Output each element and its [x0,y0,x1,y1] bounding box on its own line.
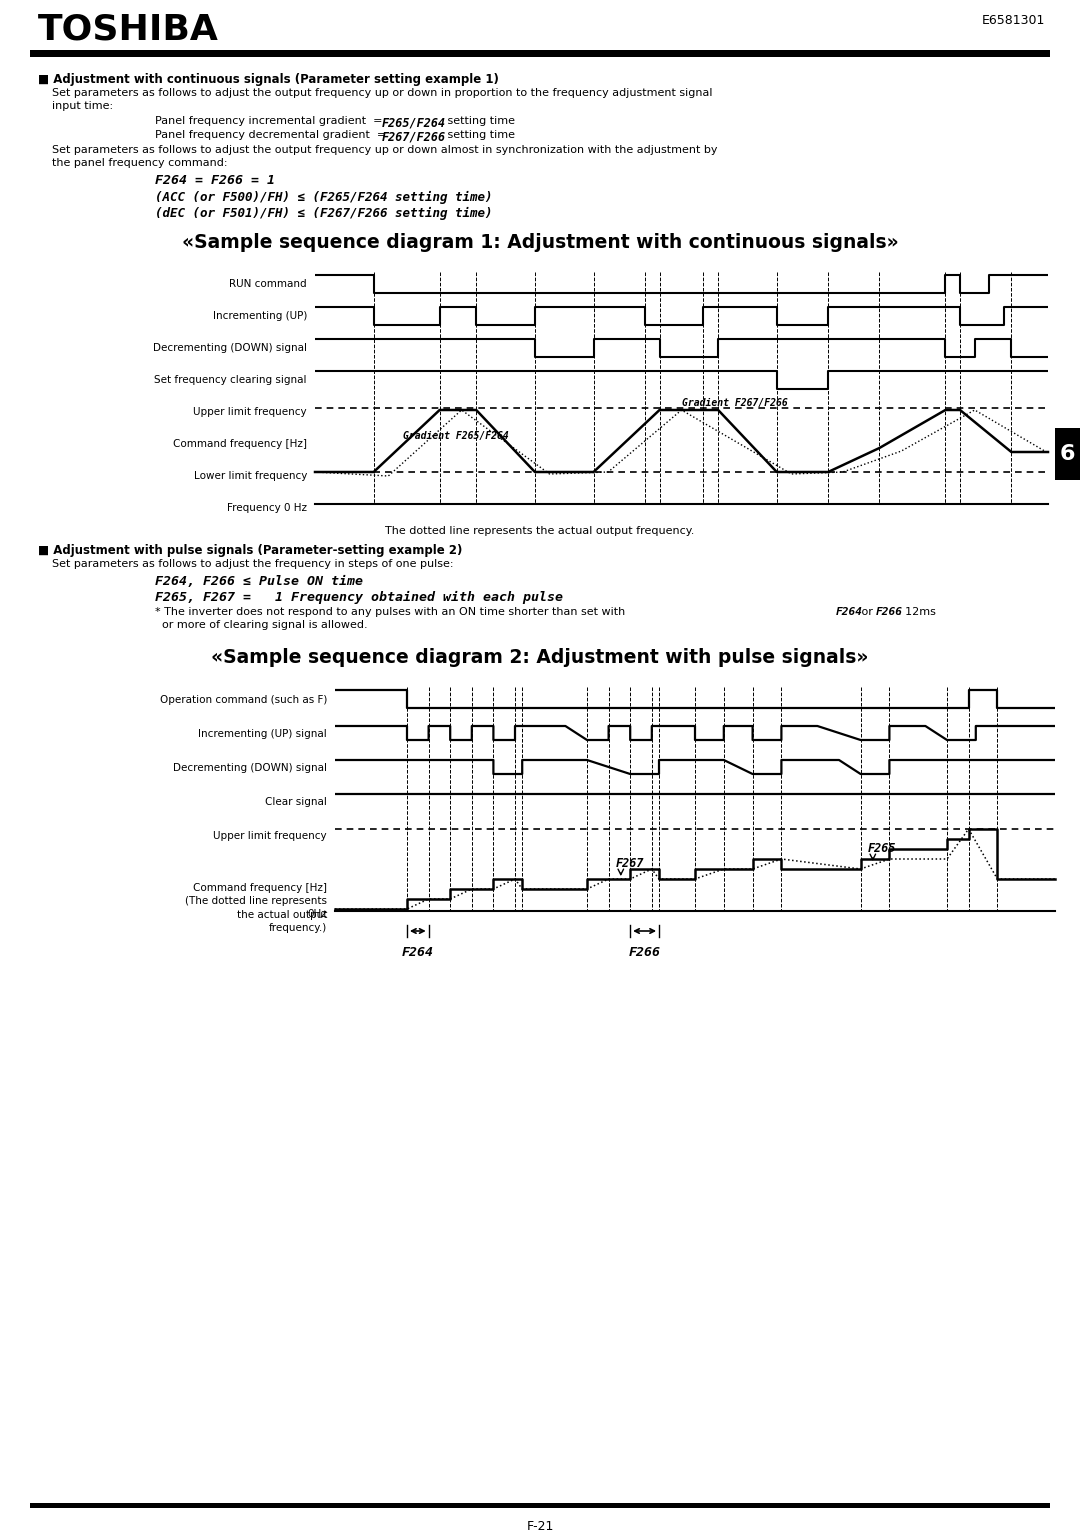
Bar [30,51,1050,57]
Text: Operation command (such as F): Operation command (such as F) [160,696,327,705]
Text: Command frequency [Hz]: Command frequency [Hz] [173,440,307,449]
Text: Command frequency [Hz]
(The dotted line represents
the actual output
frequency.): Command frequency [Hz] (The dotted line … [185,884,327,933]
Text: F267/F266: F267/F266 [382,130,446,142]
Text: F265/F264: F265/F264 [382,116,446,129]
Text: The dotted line represents the actual output frequency.: The dotted line represents the actual ou… [386,525,694,536]
Text: ■ Adjustment with continuous signals (Parameter setting example 1): ■ Adjustment with continuous signals (Pa… [38,74,499,86]
Text: the panel frequency command:: the panel frequency command: [52,158,228,169]
Text: F-21: F-21 [526,1520,554,1532]
Text: F264: F264 [402,945,434,959]
Text: Frequency 0 Hz: Frequency 0 Hz [227,502,307,513]
Text: input time:: input time: [52,101,113,110]
Text: Incrementing (UP): Incrementing (UP) [213,311,307,322]
Text: F264, F266 ≤ Pulse ON time: F264, F266 ≤ Pulse ON time [156,574,363,588]
Text: E6581301: E6581301 [982,14,1045,28]
Text: Gradient F265/F264: Gradient F265/F264 [403,430,509,441]
Text: Panel frequency incremental gradient  =: Panel frequency incremental gradient = [156,116,386,126]
Text: or: or [858,607,876,617]
Text: Decrementing (DOWN) signal: Decrementing (DOWN) signal [173,763,327,774]
Text: RUN command: RUN command [229,279,307,290]
Text: Incrementing (UP) signal: Incrementing (UP) signal [199,729,327,738]
Text: 0Hz: 0Hz [307,908,327,919]
Text: (dEC (or F501)/FH) ≤ (F267/F266 setting time): (dEC (or F501)/FH) ≤ (F267/F266 setting … [156,207,492,221]
Text: ■ Adjustment with pulse signals (Parameter-setting example 2): ■ Adjustment with pulse signals (Paramet… [38,544,462,558]
Text: F266: F266 [629,945,661,959]
Text: Set frequency clearing signal: Set frequency clearing signal [154,375,307,385]
Text: F266: F266 [876,607,903,617]
Text: «Sample sequence diagram 2: Adjustment with pulse signals»: «Sample sequence diagram 2: Adjustment w… [212,648,868,666]
Text: . 12ms: . 12ms [897,607,936,617]
Text: Set parameters as follows to adjust the output frequency up or down in proportio: Set parameters as follows to adjust the … [52,87,713,98]
Text: (ACC (or F500)/FH) ≤ (F265/F264 setting time): (ACC (or F500)/FH) ≤ (F265/F264 setting … [156,192,492,204]
Text: F264: F264 [836,607,863,617]
Bar [1055,427,1080,480]
Text: 6: 6 [1059,444,1075,464]
Text: * The inverter does not respond to any pulses with an ON time shorter than set w: * The inverter does not respond to any p… [156,607,629,617]
Text: or more of clearing signal is allowed.: or more of clearing signal is allowed. [162,620,367,630]
Text: Panel frequency decremental gradient  =: Panel frequency decremental gradient = [156,130,390,139]
Text: Set parameters as follows to adjust the output frequency up or down almost in sy: Set parameters as follows to adjust the … [52,146,717,155]
Text: Set parameters as follows to adjust the frequency in steps of one pulse:: Set parameters as follows to adjust the … [52,559,454,568]
Bar [30,1503,1050,1507]
Text: Gradient F267/F266: Gradient F267/F266 [681,398,787,408]
Text: Decrementing (DOWN) signal: Decrementing (DOWN) signal [153,343,307,352]
Text: F265: F265 [868,843,896,855]
Text: Clear signal: Clear signal [265,797,327,807]
Text: F267: F267 [616,856,645,870]
Text: Upper limit frequency: Upper limit frequency [193,408,307,417]
Text: F264 = F266 = 1: F264 = F266 = 1 [156,175,275,187]
Text: TOSHIBA: TOSHIBA [38,12,219,46]
Text: setting time: setting time [444,130,515,139]
Text: F265, F267 =   1 Frequency obtained with each pulse: F265, F267 = 1 Frequency obtained with e… [156,591,563,604]
Text: Upper limit frequency: Upper limit frequency [214,830,327,841]
Text: «Sample sequence diagram 1: Adjustment with continuous signals»: «Sample sequence diagram 1: Adjustment w… [181,233,899,251]
Text: Lower limit frequency: Lower limit frequency [193,470,307,481]
Text: setting time: setting time [444,116,515,126]
